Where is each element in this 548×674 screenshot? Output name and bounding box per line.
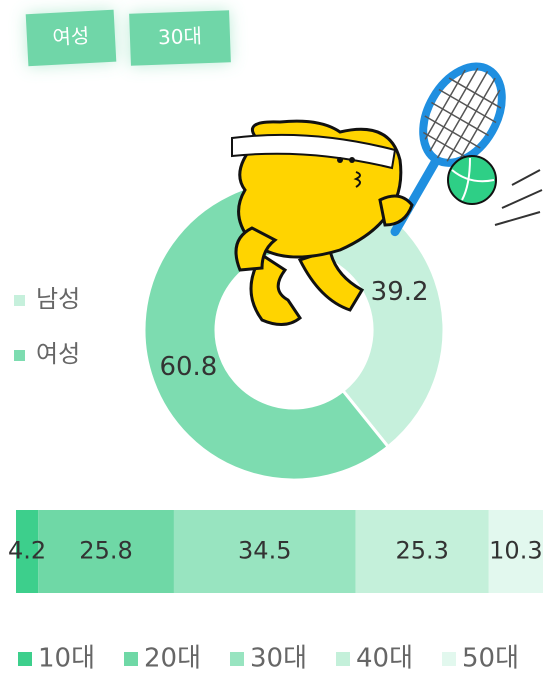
legend-label: 남성 [36, 285, 80, 313]
data-label: 39.2 [371, 277, 429, 307]
tag-text: 여성 [52, 24, 90, 50]
data-label: 34.5 [238, 537, 291, 565]
legend-swatch [230, 652, 244, 666]
legend-label: 40대 [356, 644, 413, 674]
data-label: 4.2 [8, 537, 46, 565]
legend-swatch [14, 295, 25, 306]
legend-swatch [14, 350, 25, 361]
legend-label: 30대 [250, 644, 307, 674]
legend-label: 10대 [38, 644, 95, 674]
legend-swatch [124, 652, 138, 666]
legend-swatch [336, 652, 350, 666]
legend-label: 20대 [144, 644, 201, 674]
data-label: 25.8 [79, 537, 132, 565]
data-label: 10.3 [489, 537, 542, 565]
tag-text: 30대 [158, 24, 203, 50]
legend-swatch [18, 652, 32, 666]
tag: 30대 [129, 10, 231, 65]
legend-swatch [442, 652, 456, 666]
tag: 여성 [26, 10, 117, 67]
data-label: 60.8 [159, 352, 217, 382]
legend-label: 50대 [462, 644, 519, 674]
legend-label: 여성 [36, 340, 80, 368]
screen: 여성 30대 39.2 남성 60.8 여성 4.2 10대 25.8 20대 34.5 30대 2… [0, 0, 548, 674]
data-label: 25.3 [395, 537, 448, 565]
